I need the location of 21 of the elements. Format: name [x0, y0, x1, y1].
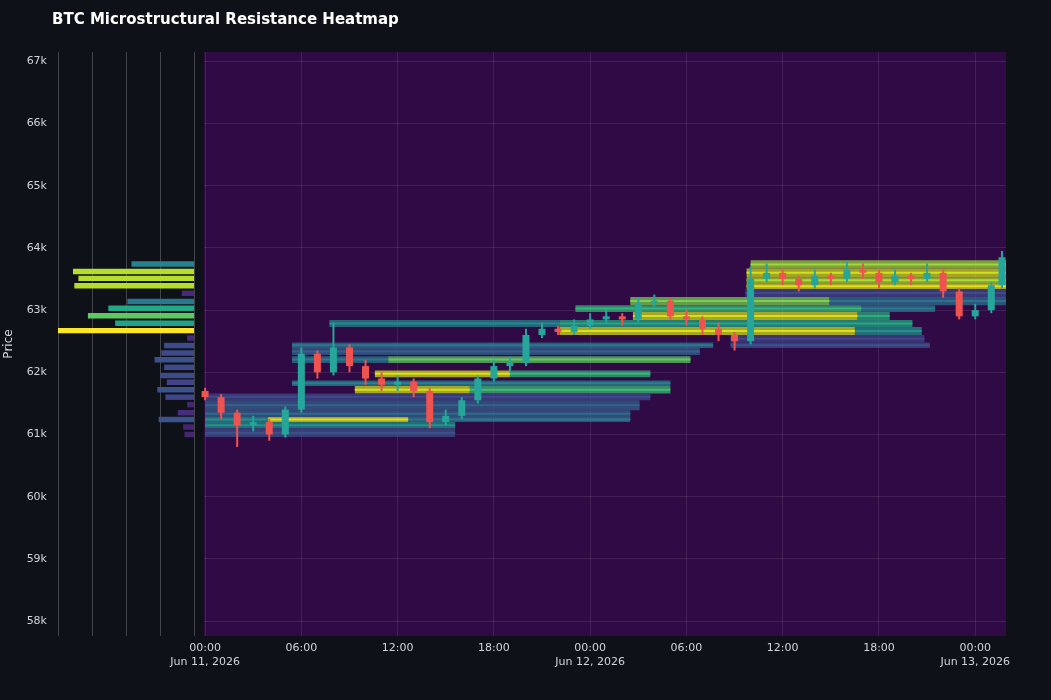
y-tick-label: 63k — [26, 302, 48, 316]
y-tick-label: 59k — [26, 551, 48, 565]
y-tick-label: 65k — [26, 178, 48, 192]
x-tick-label: 12:00 — [381, 641, 414, 655]
y-axis-title: Price — [1, 329, 16, 359]
x-tick-label: 00:00 Jun 13, 2026 — [939, 641, 1011, 668]
x-tick-label: 18:00 — [863, 641, 895, 655]
y-tick-label: 60k — [26, 489, 48, 503]
x-tick-label: 18:00 — [478, 641, 510, 655]
chart-title: BTC Microstructural Resistance Heatmap — [52, 10, 399, 28]
x-tick-label: 12:00 — [766, 641, 799, 655]
y-tick-label: 64k — [26, 240, 48, 254]
x-tick-label: 06:00 — [285, 641, 318, 655]
y-tick-label: 62k — [26, 365, 48, 379]
y-tick-label: 66k — [26, 116, 48, 130]
x-tick-label: 00:00 Jun 11, 2026 — [169, 641, 240, 668]
x-tick-label: 00:00 Jun 12, 2026 — [554, 641, 625, 668]
x-tick-label: 06:00 — [670, 641, 703, 655]
y-tick-label: 67k — [26, 54, 48, 68]
y-tick-label: 61k — [26, 427, 48, 441]
y-tick-label: 58k — [26, 613, 48, 627]
